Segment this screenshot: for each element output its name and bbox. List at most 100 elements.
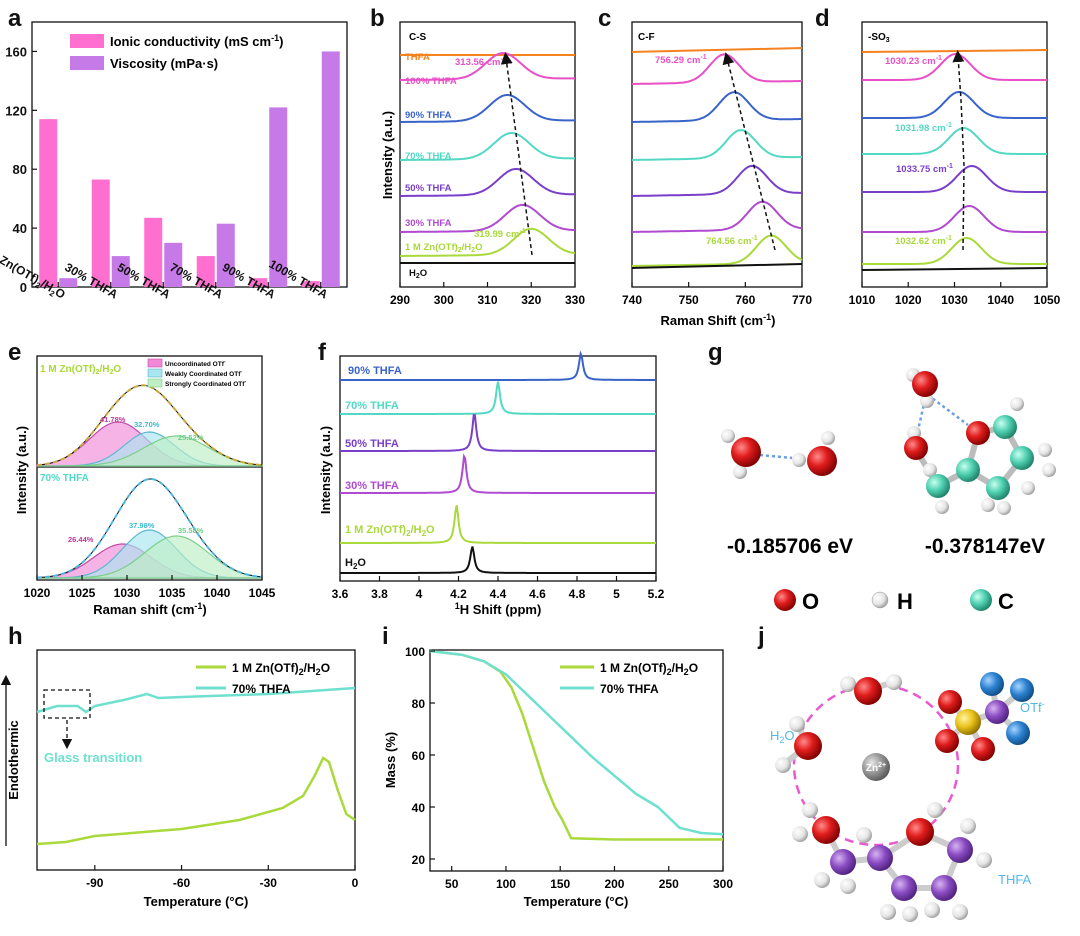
panel-i-tga: 50 100 150 200 250 300 20 40 60 80 100 Temperature… [383, 645, 733, 909]
f-label-h2o: H2O [345, 557, 366, 571]
legend-c-icon [970, 589, 992, 611]
e-legend-1: Uncoordinated OTf- [165, 359, 226, 368]
atom-c [1010, 446, 1034, 470]
f-label-zn-h: /H [411, 524, 422, 536]
c-curve [632, 53, 802, 85]
i-legend-label-2: 70% THFA [600, 682, 659, 696]
panel-c-xlabel: Raman Shift (cm-1) [661, 312, 776, 328]
g-hbond-1 [759, 453, 793, 460]
atom-h [997, 501, 1011, 515]
atom-c [947, 837, 973, 863]
a-ytick-label: 40 [13, 221, 27, 236]
e-pct-bot-2: 37.98% [129, 521, 155, 530]
panel-e-xlabel: Raman shift (cm-1) [93, 601, 207, 617]
atom-h [802, 802, 818, 818]
b-curve [400, 94, 575, 123]
atom-c [867, 845, 893, 871]
c-annot-764-sup: -1 [751, 235, 757, 242]
d-annot-1031: 1031.98 cm-1 [895, 122, 952, 134]
atom-h [927, 802, 943, 818]
h-legend-sub: 2 [299, 667, 304, 677]
d-curve [861, 267, 1048, 271]
water-thfa-complex [904, 368, 1056, 515]
b-trend-arrow [500, 52, 533, 256]
panel-e-raman-fit: 1020 1025 1030 1035 1040 1045 Intensity (a.u.… [14, 355, 276, 617]
atom-o [731, 437, 761, 467]
b-curve [400, 227, 576, 257]
b-xtick-label: 300 [434, 293, 454, 307]
bar-ionic [91, 179, 110, 287]
b-label-zn-sub2: 2 [471, 247, 475, 254]
d-curve [862, 164, 1047, 193]
b-label-zn-tail: /H [462, 242, 472, 253]
atom-h [1042, 463, 1056, 477]
d-title-sub: 3 [886, 37, 890, 44]
b-curve [400, 168, 575, 197]
a-xtick-tspan: 2 [48, 289, 57, 299]
e-legend-2: Weakly Coordinated OTf- [165, 369, 242, 378]
h-legend-label-2: 70% THFA [232, 682, 291, 696]
d-curve [861, 49, 1048, 53]
b-label-zn: 1 M Zn(OTf)2/H2O [405, 242, 482, 254]
c-annot-756: 756.29 cm-1 [655, 54, 707, 66]
f-xtick-label: 4.2 [450, 587, 467, 601]
e-pct-top-2: 32.70% [134, 420, 160, 429]
atom-f [980, 672, 1004, 696]
b-xtick-label: 330 [565, 293, 585, 307]
a-ytick-label: 120 [5, 103, 27, 118]
b-label-30: 30% THFA [405, 218, 452, 229]
atom-h [935, 500, 949, 514]
a-ytick-label: 0 [20, 280, 27, 295]
c-curve [632, 129, 802, 161]
h-xtick-label: -30 [260, 876, 278, 890]
c-curve [632, 91, 802, 123]
atom-c [985, 700, 1009, 724]
panel-c-frame [631, 21, 803, 288]
e-xtick-label: 1020 [24, 586, 51, 600]
d-annot-1033: 1033.75 cm-1 [896, 163, 953, 175]
d-curve [862, 126, 1047, 155]
panel-e-frame [36, 355, 263, 581]
bar-viscosity [269, 107, 288, 287]
legend-label-ionic: Ionic conductivity (mS cm-1) [110, 33, 283, 49]
d-curve [862, 204, 1047, 233]
c-xtick-label: 740 [622, 293, 642, 307]
e-label-top-sub: 2 [96, 369, 100, 376]
d-annot-1031-sup: -1 [946, 122, 952, 129]
legend-text-ionic-close: ) [279, 34, 283, 49]
e-label-top: 1 M Zn(OTf)2/H2O [40, 364, 121, 376]
h-xtick-label: 0 [352, 876, 359, 890]
atom-c [931, 875, 957, 901]
e-xtick-label: 1025 [69, 586, 96, 600]
panel-f-nmr: 3.6 3.8 4 4.2 4.4 4.6 4.8 5 5.2 Intensity (a.u.)… [318, 350, 665, 617]
f-curve [340, 381, 656, 415]
bar-viscosity [59, 278, 78, 287]
a-xtick-tspan: 2 [34, 280, 43, 290]
b-xtick-label: 290 [390, 293, 410, 307]
panel-letter-h: h [8, 623, 23, 650]
h2o-label-sub: 2 [779, 735, 784, 745]
legend-text-ionic-sup: -1 [271, 33, 279, 43]
e-legend-1-sup: - [224, 359, 226, 365]
f-xtick-label: 4.6 [529, 587, 546, 601]
legend-swatch-ionic [70, 34, 104, 48]
f-curve [340, 505, 656, 544]
i-curve [429, 649, 723, 841]
atom-h [789, 716, 805, 732]
c-xtick-label: 750 [679, 293, 699, 307]
panel-i-frame [429, 649, 724, 872]
b-annot-319: 319.99 cm-1 [474, 228, 526, 240]
f-label-70: 70% THFA [345, 400, 399, 412]
e-component [37, 535, 263, 579]
panel-h-legend: 1 M Zn(OTf)2/H2O 70% THFA [196, 661, 330, 696]
i-curve [429, 649, 724, 836]
b-label-zn-o: O [475, 242, 482, 253]
f-label-h2o-o: O [357, 557, 366, 569]
atom-h [981, 498, 995, 512]
d-annot-1030-sup: -1 [936, 55, 942, 62]
b-xtick-label: 320 [521, 293, 541, 307]
i-xtick-label: 100 [496, 877, 516, 891]
b-annot-319-sup: -1 [519, 228, 525, 235]
d-xtick-label: 1020 [895, 293, 922, 307]
